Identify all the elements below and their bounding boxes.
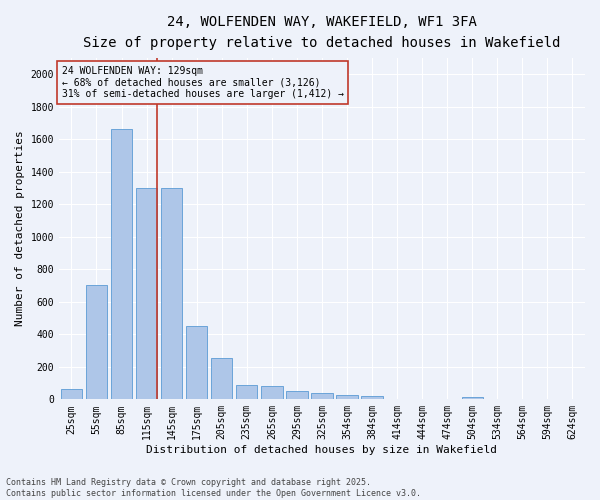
Text: 24 WOLFENDEN WAY: 129sqm
← 68% of detached houses are smaller (3,126)
31% of sem: 24 WOLFENDEN WAY: 129sqm ← 68% of detach… — [62, 66, 344, 100]
Y-axis label: Number of detached properties: Number of detached properties — [15, 130, 25, 326]
Text: Contains HM Land Registry data © Crown copyright and database right 2025.
Contai: Contains HM Land Registry data © Crown c… — [6, 478, 421, 498]
X-axis label: Distribution of detached houses by size in Wakefield: Distribution of detached houses by size … — [146, 445, 497, 455]
Bar — [111, 130, 132, 400]
Bar — [236, 384, 257, 400]
Title: 24, WOLFENDEN WAY, WAKEFIELD, WF1 3FA
Size of property relative to detached hous: 24, WOLFENDEN WAY, WAKEFIELD, WF1 3FA Si… — [83, 15, 560, 50]
Bar — [211, 358, 232, 400]
Bar — [161, 188, 182, 400]
Bar — [286, 391, 308, 400]
Bar — [361, 396, 383, 400]
Bar — [337, 396, 358, 400]
Bar — [311, 393, 332, 400]
Bar — [461, 398, 483, 400]
Bar — [261, 386, 283, 400]
Bar — [136, 188, 157, 400]
Bar — [186, 326, 208, 400]
Bar — [61, 389, 82, 400]
Bar — [86, 286, 107, 400]
